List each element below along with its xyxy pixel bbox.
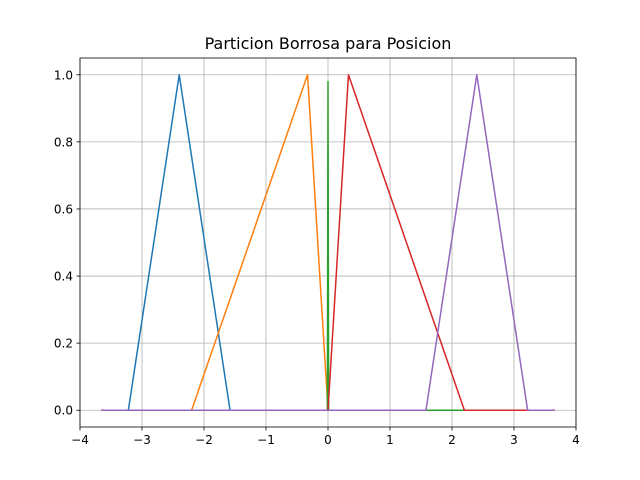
series-line-5 — [101, 74, 555, 411]
x-tick-label: −3 — [133, 433, 151, 447]
axis-ticks: −4 −3 −2 −1 0 1 2 3 4 0.0 0.2 0.4 0.6 0.8 1.0 — [54, 68, 580, 447]
y-tick-label: 0.2 — [54, 337, 73, 351]
x-tick-label: 4 — [572, 433, 580, 447]
y-tick-label: 0.4 — [54, 270, 73, 284]
x-tick-label: 0 — [324, 433, 332, 447]
chart-title: Particion Borrosa para Posicion — [205, 34, 452, 53]
plot-area — [101, 74, 555, 411]
x-tick-label: −1 — [257, 433, 275, 447]
x-tick-label: −2 — [195, 433, 213, 447]
x-tick-label: −4 — [71, 433, 89, 447]
y-tick-label: 0.6 — [54, 202, 73, 216]
y-tick-label: 1.0 — [54, 68, 73, 82]
y-tick-label: 0.8 — [54, 135, 73, 149]
x-tick-label: 1 — [386, 433, 394, 447]
y-tick-label: 0.0 — [54, 404, 73, 418]
x-tick-label: 3 — [510, 433, 518, 447]
x-tick-label: 2 — [448, 433, 456, 447]
